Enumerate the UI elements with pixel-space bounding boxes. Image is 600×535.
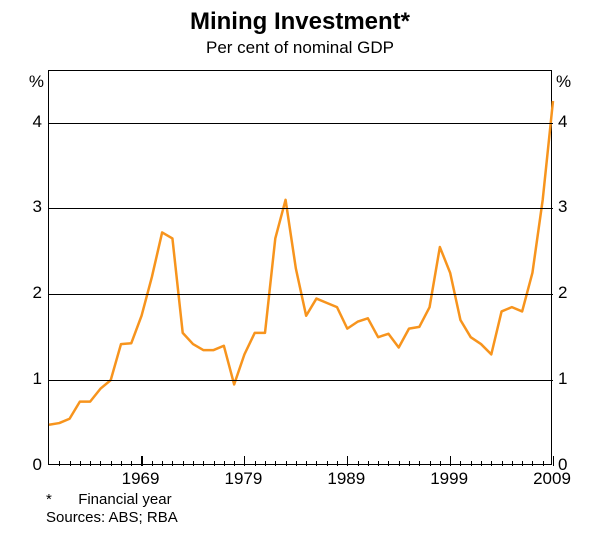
x-tick-minor [388,461,389,466]
x-tick-label: 1979 [225,469,263,489]
x-tick-minor [234,461,235,466]
x-tick-minor [502,461,503,466]
x-tick-minor [80,461,81,466]
x-tick-minor [70,461,71,466]
y-tick-right: 4 [558,112,567,132]
y-tick-left: 1 [33,369,42,389]
x-tick-minor [337,461,338,466]
chart-title: Mining Investment* [0,0,600,36]
x-tick-minor [358,461,359,466]
chart-container: Mining Investment* Per cent of nominal G… [0,0,600,535]
x-tick-major [141,456,143,466]
x-tick-label: 1969 [122,469,160,489]
footnote-marker: * [46,491,52,508]
x-tick-minor [327,461,328,466]
x-tick-minor [419,461,420,466]
x-tick-minor [460,461,461,466]
x-tick-minor [471,461,472,466]
x-tick-minor [512,461,513,466]
x-tick-minor [265,461,266,466]
x-tick-minor [440,461,441,466]
y-tick-right: 3 [558,197,567,217]
x-tick-minor [214,461,215,466]
x-tick-minor [430,461,431,466]
line-series [49,71,553,466]
y-tick-right: 2 [558,283,567,303]
y-tick-left: 3 [33,197,42,217]
x-tick-minor [162,461,163,466]
x-tick-minor [172,461,173,466]
x-tick-minor [193,461,194,466]
sources: Sources: ABS; RBA [46,509,178,526]
y-tick-right: 1 [558,369,567,389]
gridline-h [49,380,553,381]
x-tick-minor [368,461,369,466]
x-tick-minor [224,461,225,466]
x-tick-minor [399,461,400,466]
x-tick-major [244,456,246,466]
footnote: * Financial year [46,491,172,508]
x-tick-minor [100,461,101,466]
x-tick-minor [481,461,482,466]
x-tick-minor [316,461,317,466]
chart-subtitle: Per cent of nominal GDP [0,38,600,58]
x-tick-minor [203,461,204,466]
footnote-text: Financial year [78,491,171,508]
gridline-h [49,123,553,124]
x-tick-minor [111,461,112,466]
x-tick-major [450,456,452,466]
x-tick-minor [286,461,287,466]
y-tick-left: 2 [33,283,42,303]
x-tick-label: 1989 [327,469,365,489]
x-tick-minor [255,461,256,466]
x-tick-minor [306,461,307,466]
x-tick-minor [409,461,410,466]
x-tick-minor [90,461,91,466]
y-unit-left: % [29,72,44,92]
gridline-h [49,208,553,209]
x-tick-minor [378,461,379,466]
x-tick-minor [543,461,544,466]
x-tick-minor [131,461,132,466]
x-tick-minor [532,461,533,466]
x-tick-minor [183,461,184,466]
x-tick-minor [59,461,60,466]
y-tick-left: 4 [33,112,42,132]
y-unit-right: % [556,72,571,92]
x-tick-minor [296,461,297,466]
x-tick-label: 1999 [430,469,468,489]
gridline-h [49,294,553,295]
x-tick-major [553,456,555,466]
x-tick-label: 2009 [533,469,571,489]
data-line [49,101,553,425]
x-tick-minor [121,461,122,466]
y-tick-left: 0 [33,455,42,475]
x-tick-minor [522,461,523,466]
x-tick-minor [152,461,153,466]
plot-area [48,70,552,465]
x-tick-minor [275,461,276,466]
x-tick-major [347,456,349,466]
x-tick-minor [491,461,492,466]
